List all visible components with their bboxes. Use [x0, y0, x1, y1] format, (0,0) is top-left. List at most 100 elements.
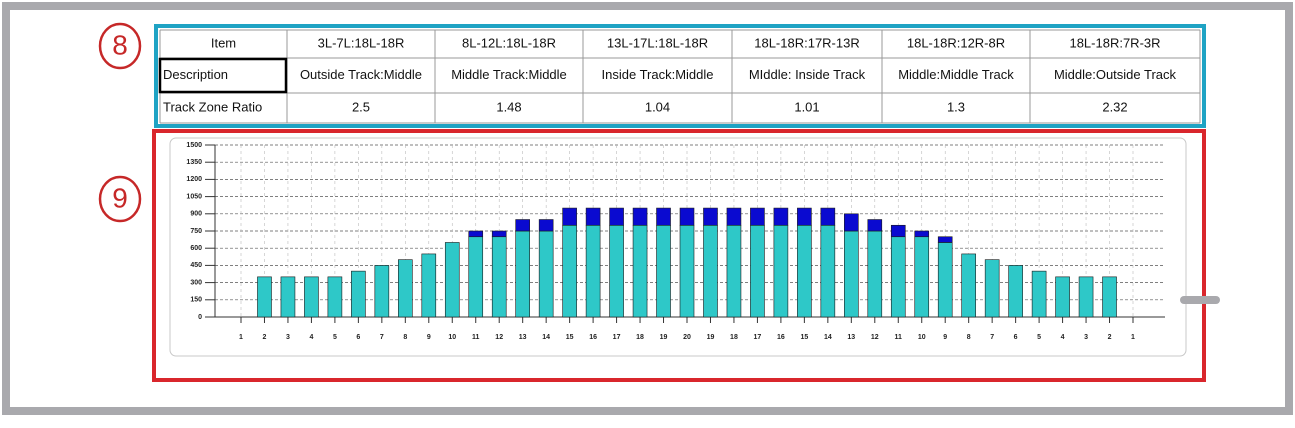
x-tick-label: 3	[286, 334, 290, 341]
x-tick-label: 8	[967, 334, 971, 341]
x-tick-label: 10	[448, 334, 456, 341]
x-tick-label: 6	[356, 334, 360, 341]
table-cell: 18L-18R:17R-13R	[754, 35, 860, 50]
callout-circle	[98, 22, 142, 70]
bar-segment	[280, 276, 296, 318]
bar-segment	[773, 224, 789, 318]
bar-segment	[1031, 270, 1047, 318]
bar-segment	[468, 236, 484, 318]
x-tick-label: 10	[918, 334, 926, 341]
bar-segment	[257, 276, 272, 318]
bar-segment	[726, 207, 742, 226]
x-tick-label: 15	[566, 334, 574, 341]
bar-segment	[609, 224, 624, 318]
y-tick-label: 150	[190, 297, 202, 304]
x-tick-label: 14	[542, 334, 550, 341]
x-tick-label: 4	[309, 334, 313, 341]
x-tick-label: 6	[1014, 334, 1018, 341]
y-tick-label: 750	[190, 228, 202, 235]
x-tick-label: 3	[1084, 334, 1088, 341]
bar-segment	[1008, 265, 1023, 318]
y-tick-label: 1050	[186, 193, 202, 200]
x-tick-label: 7	[990, 334, 994, 341]
bar-segment	[703, 224, 718, 318]
x-tick-label: 5	[1037, 334, 1041, 341]
bar-segment	[656, 224, 671, 318]
y-tick-label: 1500	[186, 142, 202, 149]
x-tick-label: 18	[636, 334, 644, 341]
bar-segment	[867, 219, 883, 232]
table-box	[154, 24, 1206, 128]
table-cell: 2.32	[1102, 99, 1127, 114]
table-cell: Outside Track:Middle	[300, 67, 422, 82]
bar-segment	[820, 207, 836, 226]
bar-segment	[797, 224, 812, 318]
table-cell: 3L-7L:18L-18R	[318, 35, 405, 50]
x-tick-label: 16	[589, 334, 597, 341]
y-tick-label: 0	[198, 314, 202, 321]
callout: 9	[112, 182, 128, 213]
bar-segment	[703, 207, 718, 226]
x-tick-label: 7	[380, 334, 384, 341]
x-tick-label: 16	[777, 334, 785, 341]
bar-segment	[750, 224, 765, 318]
bar-segment	[538, 230, 554, 318]
y-tick-label: 1350	[186, 159, 202, 166]
table-cell: Track Zone Ratio	[163, 99, 262, 114]
bar-segment	[890, 224, 906, 238]
table-cell: 1.48	[496, 99, 521, 114]
x-tick-label: 12	[495, 334, 503, 341]
y-tick-label: 600	[190, 245, 202, 252]
bar-segment	[820, 224, 836, 318]
chart-panel	[169, 137, 1187, 357]
bar-segment	[797, 207, 812, 226]
table-cell: 13L-17L:18L-18R	[607, 35, 708, 50]
x-tick-label: 11	[895, 334, 903, 341]
x-tick-label: 12	[871, 334, 879, 341]
bar-segment	[304, 276, 319, 318]
bar-segment	[491, 230, 507, 238]
bar-segment	[961, 253, 976, 318]
bar-segment	[844, 230, 859, 318]
x-tick-label: 4	[1061, 334, 1065, 341]
x-tick-label: 17	[613, 334, 621, 341]
x-tick-label: 15	[800, 334, 808, 341]
x-tick-label: 19	[707, 334, 715, 341]
bar-segment	[914, 230, 930, 238]
y-tick-label: 1200	[186, 176, 202, 183]
x-tick-label: 1	[1131, 334, 1135, 341]
chart-box	[152, 129, 1206, 382]
bar-segment	[585, 207, 601, 226]
table-cell: Inside Track:Middle	[602, 67, 714, 82]
x-tick-label: 9	[943, 334, 947, 341]
table-cell: 2.5	[352, 99, 370, 114]
table-cell: Item	[211, 35, 236, 50]
bar-segment	[562, 224, 577, 318]
callout: 8	[112, 29, 128, 60]
x-tick-label: 13	[847, 334, 855, 341]
table-cell: Description	[163, 67, 228, 82]
callout-circle	[98, 175, 142, 223]
x-tick-label: 13	[519, 334, 527, 341]
x-tick-label: 9	[427, 334, 431, 341]
bar-segment	[773, 207, 789, 226]
bar-segment	[515, 219, 530, 232]
bar-segment	[984, 259, 1000, 318]
bar-segment	[421, 253, 437, 318]
table-cell: 18L-18R:7R-3R	[1069, 35, 1160, 50]
table-cell: Middle:Outside Track	[1054, 67, 1177, 82]
bar-segment	[585, 224, 601, 318]
x-tick-label: 2	[1108, 334, 1112, 341]
x-tick-label: 11	[472, 334, 480, 341]
x-tick-label: 19	[660, 334, 668, 341]
bar-segment	[468, 230, 484, 238]
bar-segment	[750, 207, 765, 226]
bar-segment	[656, 207, 671, 226]
bar-segment	[562, 207, 577, 226]
x-tick-label: 14	[824, 334, 832, 341]
y-tick-label: 450	[190, 262, 202, 269]
scroll-handle	[1180, 296, 1220, 304]
